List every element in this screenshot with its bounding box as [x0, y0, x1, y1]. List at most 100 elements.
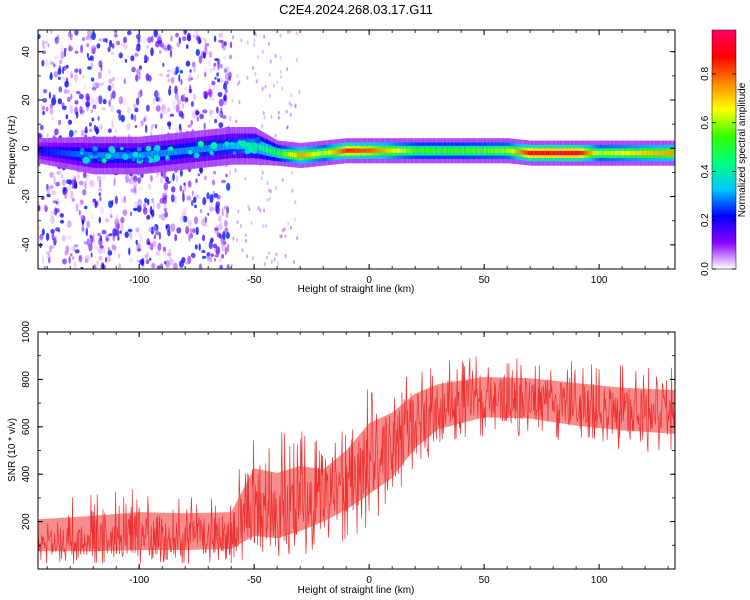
spectrogram-cell — [143, 54, 148, 61]
spectrogram-cell — [208, 240, 213, 250]
spectrogram-cell — [117, 253, 121, 258]
spectrogram-cell — [629, 150, 632, 156]
spectrogram-cell — [67, 89, 70, 94]
spectrogram-cell — [266, 255, 268, 260]
spectrogram-cell — [159, 49, 162, 55]
spectrogram-cell — [143, 117, 147, 122]
spectrogram-cell — [627, 150, 629, 156]
spectrogram-cell — [119, 230, 122, 234]
spectrogram-cell — [146, 214, 151, 220]
spectrogram-cell — [194, 244, 198, 250]
spectrogram-cell — [478, 148, 480, 153]
spectrogram-cell — [223, 95, 227, 102]
spectrogram-cell — [545, 150, 548, 156]
spectrogram-cell — [145, 145, 152, 152]
spectrogram-cell — [366, 148, 368, 153]
spectrogram-cell — [96, 156, 102, 162]
spectrogram-cell — [300, 153, 302, 158]
spectrogram-cell — [187, 77, 193, 82]
spectrogram-cell — [59, 59, 63, 65]
spectrogram-cell — [621, 150, 623, 156]
spectrogram-cell — [231, 99, 234, 103]
spectrogram-cell — [52, 94, 56, 99]
spectrogram-cell — [105, 218, 110, 223]
spectrogram-cell — [174, 70, 178, 75]
spectrogram-cell — [70, 253, 73, 257]
spectrogram-cell — [281, 178, 284, 182]
spectrogram-cell — [274, 133, 277, 138]
spectrogram-cell — [127, 228, 133, 233]
spectrogram-cell — [354, 148, 356, 153]
spectrogram-cell — [198, 263, 202, 269]
spectrogram-cell — [238, 100, 241, 105]
spectrogram-cell — [72, 256, 75, 260]
spectrogram-cell — [222, 231, 226, 240]
spectrogram-cell — [215, 246, 221, 256]
spectrogram-cell — [208, 83, 211, 90]
spectrogram-cell — [468, 148, 470, 153]
spectrogram-cell — [377, 148, 379, 153]
spectrogram-cell — [169, 113, 174, 117]
spectrogram-cell — [50, 61, 55, 65]
spectrogram-cell — [289, 30, 292, 34]
spectrogram-cell — [244, 233, 247, 238]
spectrogram-cell — [57, 67, 62, 75]
spectrogram-cell — [530, 150, 532, 156]
spectrogram-cell — [259, 208, 262, 213]
spectrogram-cell — [194, 30, 199, 37]
spectrogram-cell — [80, 130, 85, 137]
spectrogram-cell — [612, 150, 614, 156]
spectrogram-cell — [82, 151, 84, 158]
spectrogram-cell — [376, 148, 378, 153]
spectrogram-cell — [202, 197, 207, 206]
spectrogram-cell — [563, 150, 566, 156]
spectrogram-cell — [573, 150, 575, 156]
spectrogram-cell — [275, 150, 277, 155]
spectrogram-cell — [48, 91, 52, 99]
spectrogram-cell — [284, 234, 287, 239]
spectrogram-cell — [150, 126, 153, 132]
spectrogram-cell — [309, 152, 312, 157]
spectrogram-cell — [496, 148, 498, 153]
spectrogram-cell — [570, 150, 572, 156]
spectrogram-cell — [116, 109, 122, 114]
spectrogram-cell — [266, 181, 269, 186]
spectrogram-cell — [194, 216, 198, 225]
spectrogram-cell — [138, 242, 141, 251]
spectrogram-cell — [148, 157, 154, 163]
spectrogram-cell — [41, 59, 45, 67]
spectrogram-cell — [541, 150, 543, 156]
spectrogram-cell — [220, 241, 226, 246]
spectrogram-cell — [231, 142, 233, 150]
spectrogram-cell — [204, 216, 207, 224]
spectrogram-cell — [184, 97, 189, 103]
snr-series-band — [38, 377, 675, 552]
spectrogram-cell — [202, 255, 207, 259]
spectrogram-cell — [86, 96, 91, 102]
spectrogram-cell — [188, 233, 191, 243]
spectrogram-cell — [139, 236, 144, 242]
spectrogram-cell — [174, 234, 178, 242]
spectrogram-cell — [110, 214, 113, 218]
spectrogram-cell — [594, 150, 596, 156]
spectrogram-cell — [262, 111, 265, 115]
spectrogram-cell — [90, 180, 95, 188]
spectrogram-cell — [133, 189, 139, 196]
spectrogram-cell — [43, 204, 47, 212]
spectrogram-cell — [369, 148, 371, 153]
spectrogram-cell — [99, 82, 104, 86]
spectrogram-cell — [540, 150, 542, 156]
spectrogram-cell — [232, 35, 235, 40]
spectrogram-cell — [519, 149, 521, 155]
spectrogram-cell — [149, 151, 152, 158]
spectrogram-cell — [407, 148, 410, 153]
spectrogram-cell — [98, 216, 102, 224]
spectrogram-cell — [42, 46, 47, 50]
spectrogram-cell — [204, 223, 208, 227]
spectrogram-cell — [158, 214, 162, 219]
spectrogram-cell — [592, 150, 595, 156]
spectrogram-cell — [234, 168, 237, 173]
spectrogram-cell — [57, 149, 59, 155]
spectrogram-cell — [76, 203, 79, 212]
spectrogram-cell — [85, 254, 90, 262]
